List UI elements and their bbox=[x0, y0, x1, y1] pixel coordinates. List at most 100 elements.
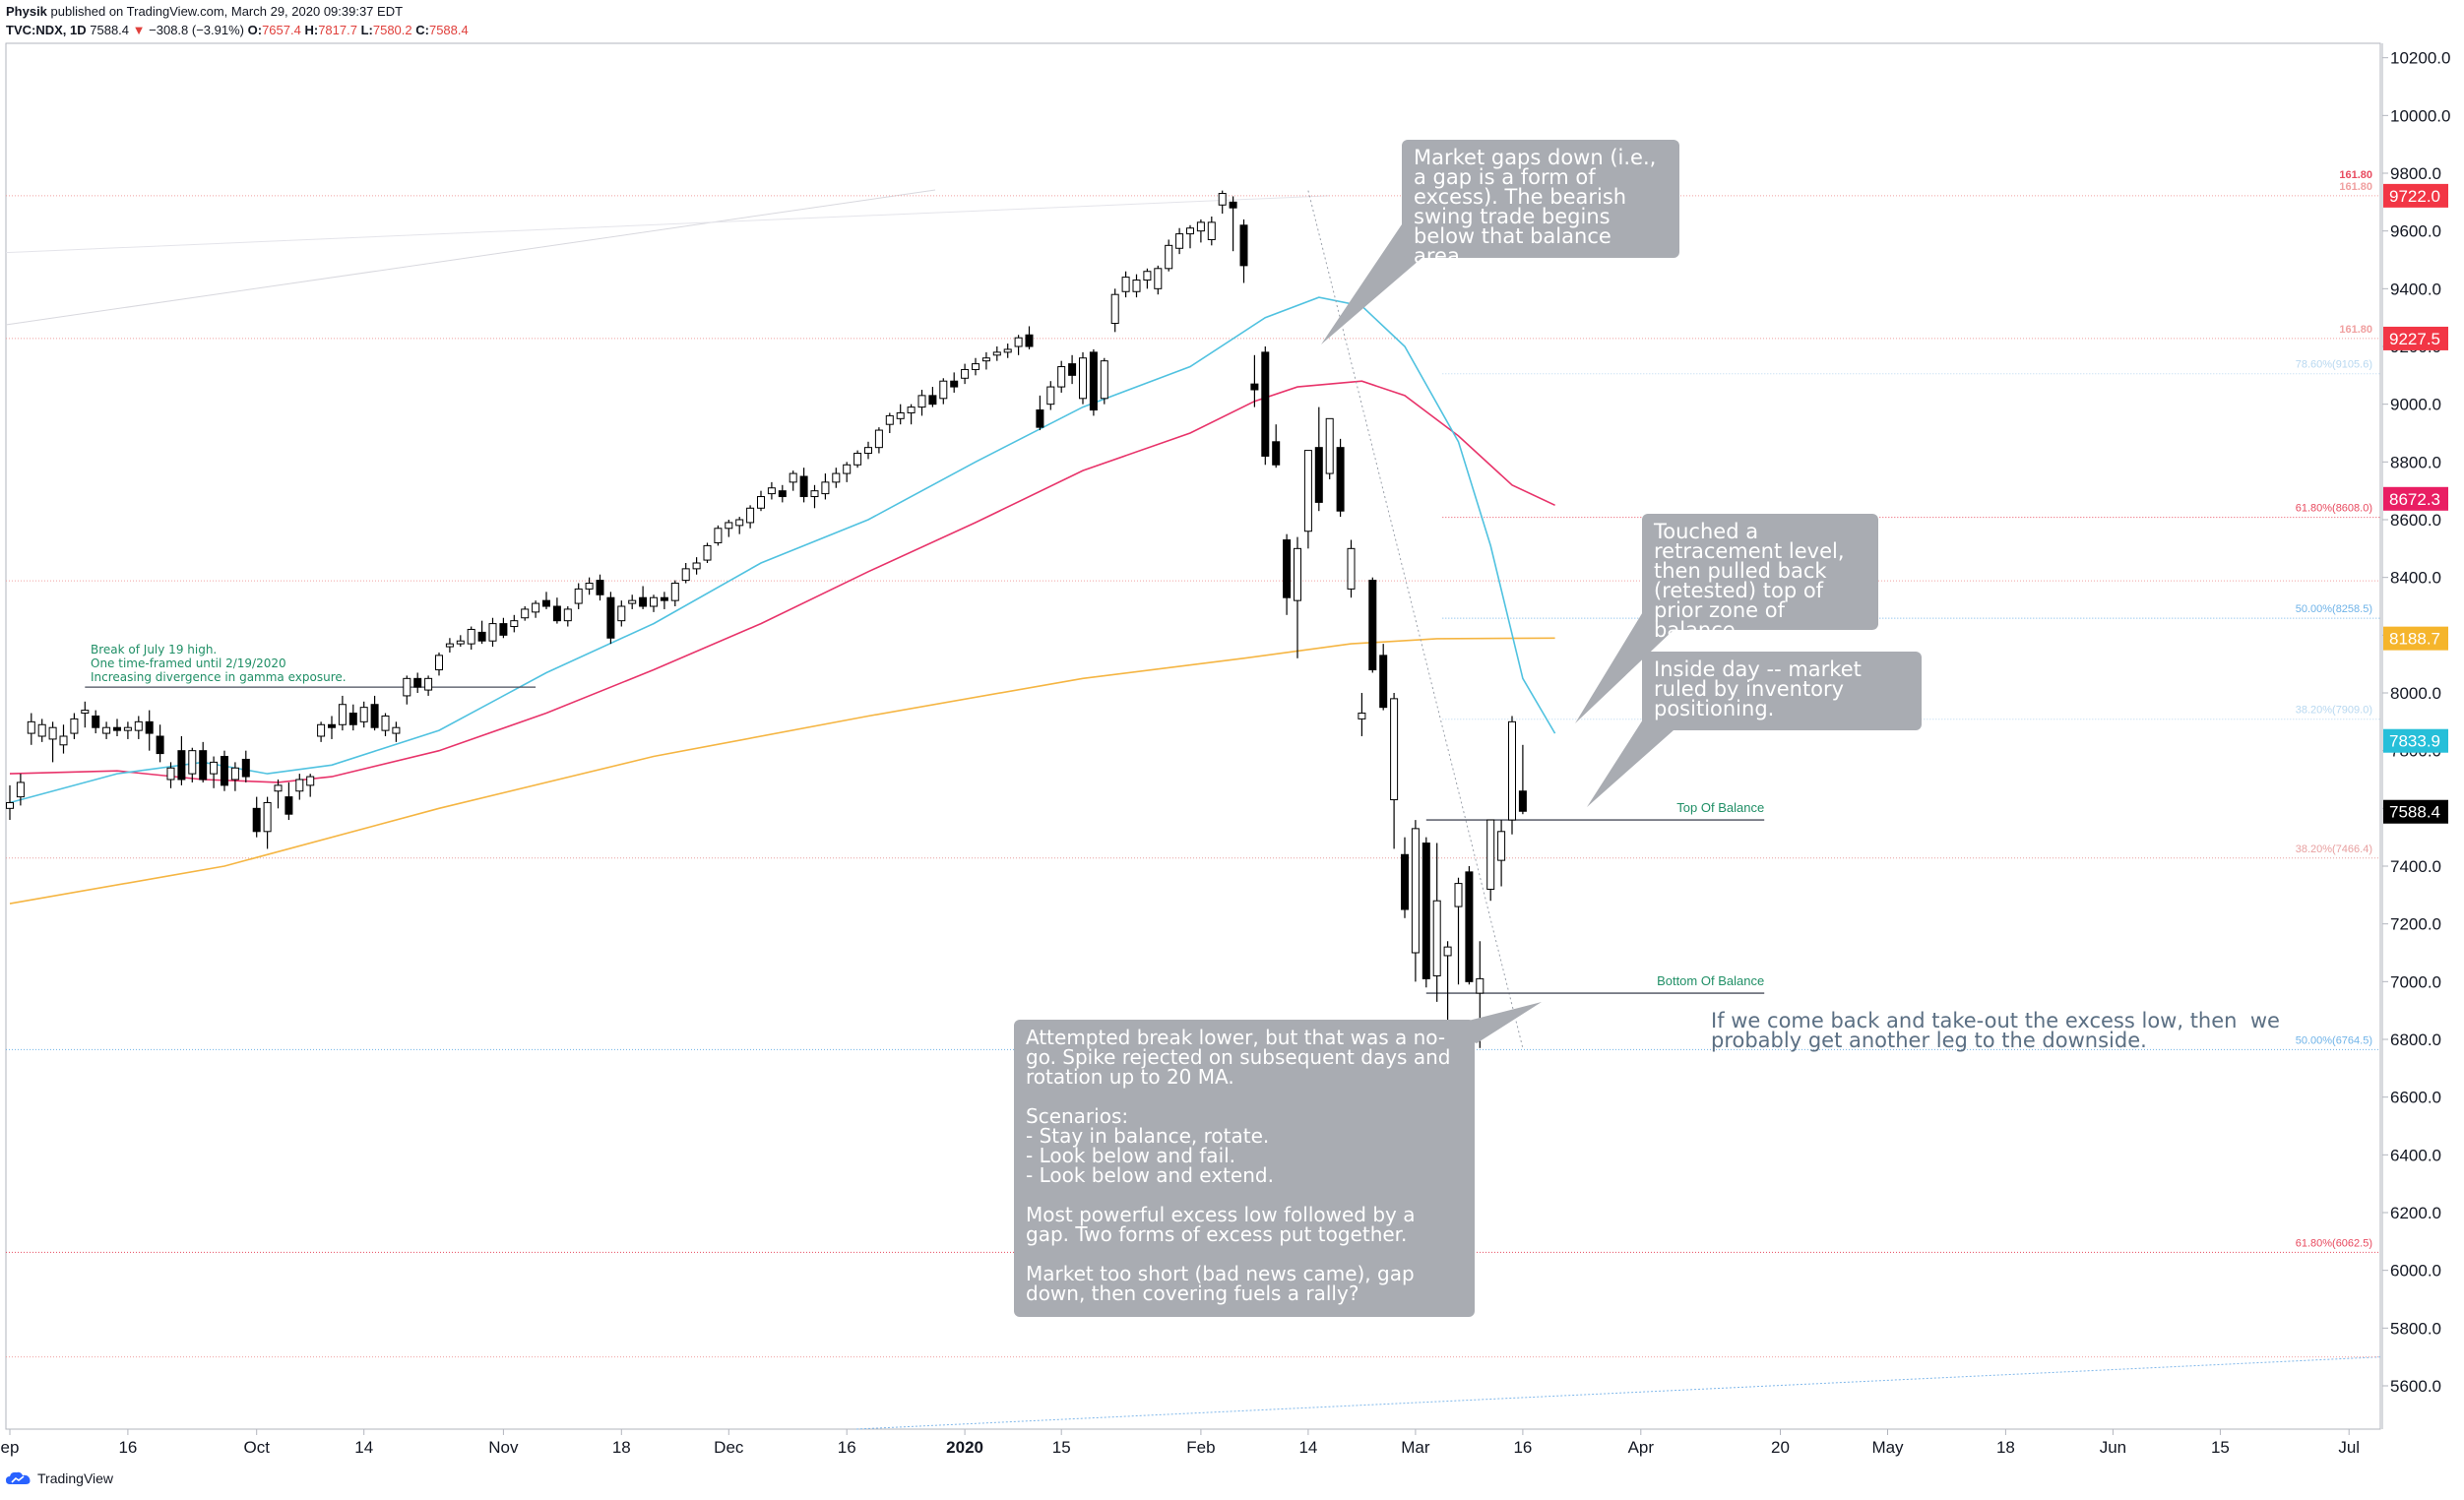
candle-body bbox=[37, 723, 46, 737]
x-tick-label: 15 bbox=[2211, 1438, 2230, 1457]
candle-body bbox=[552, 605, 561, 622]
chart-header: Physik published on TradingView.com, Mar… bbox=[6, 2, 469, 39]
high-label: H: bbox=[304, 23, 319, 37]
candle-body bbox=[757, 496, 765, 509]
candle-body bbox=[16, 781, 25, 798]
y-tick-label: 7400.0 bbox=[2390, 857, 2441, 876]
price-tag-bg bbox=[2383, 799, 2448, 824]
candle-body bbox=[1014, 337, 1023, 347]
high-value: 7817.7 bbox=[318, 23, 357, 37]
candle-body bbox=[499, 623, 508, 636]
candle-body bbox=[896, 411, 905, 419]
annotation-scenarios[interactable]: Attempted break lower, but that was a no… bbox=[1014, 1020, 1475, 1317]
candle-body bbox=[274, 784, 283, 792]
y-tick-label: 5800.0 bbox=[2390, 1319, 2441, 1338]
candle-body bbox=[778, 490, 787, 498]
candle-body bbox=[606, 596, 615, 639]
candle-body bbox=[1110, 293, 1119, 325]
publish-line: Physik published on TradingView.com, Mar… bbox=[6, 2, 469, 21]
candle-body bbox=[532, 602, 540, 613]
y-tick-label: 9600.0 bbox=[2390, 222, 2441, 241]
balance-label: Bottom Of Balance bbox=[1657, 973, 1764, 988]
candle-body bbox=[585, 583, 594, 590]
candle-body bbox=[1303, 450, 1312, 532]
time-axis: ep 16 Oct 14 Nov 18 Dec 16 2020 15 Feb 14 Mar 16 Apr 20… bbox=[1, 1429, 2360, 1457]
candle-body bbox=[714, 528, 723, 543]
annotation-gap-down[interactable]: Market gaps down (i.e., a gap is a form … bbox=[1402, 140, 1679, 267]
candle-body bbox=[488, 623, 497, 642]
candle-body bbox=[1443, 946, 1452, 957]
x-tick-label: 14 bbox=[354, 1438, 373, 1457]
y-tick-label: 8400.0 bbox=[2390, 569, 2441, 588]
candle-body bbox=[1003, 348, 1012, 353]
price-tag-label: 9227.5 bbox=[2389, 330, 2440, 348]
candle-body bbox=[1186, 227, 1194, 235]
candle-body bbox=[6, 801, 14, 809]
close-label: C: bbox=[415, 23, 429, 37]
candle-body bbox=[27, 720, 35, 734]
candle-body bbox=[328, 723, 336, 728]
callout-pointer-retest bbox=[1575, 600, 1674, 723]
trendline-lower bbox=[855, 1356, 2381, 1430]
candle-body bbox=[413, 677, 422, 688]
x-tick-label: 16 bbox=[118, 1438, 137, 1457]
candle-body bbox=[660, 596, 668, 601]
fib-level-label: 161.80 bbox=[2339, 324, 2372, 336]
price-tag-label: 7588.4 bbox=[2389, 803, 2440, 822]
callout-pointer-inside bbox=[1587, 709, 1674, 807]
tradingview-logo[interactable]: TradingView bbox=[6, 1470, 113, 1486]
fib-level-label: 61.80%(8608.0) bbox=[2296, 503, 2372, 515]
candle-body bbox=[263, 801, 272, 833]
candle-body bbox=[950, 380, 959, 388]
candle-body bbox=[210, 761, 219, 775]
low-value: 7580.2 bbox=[372, 23, 412, 37]
candle-body bbox=[821, 481, 830, 495]
candle-body bbox=[241, 758, 250, 778]
fib-level-label: 38.20%(7466.4) bbox=[2296, 844, 2372, 855]
annotation-retracement[interactable]: Touched a retracement level, then pulled… bbox=[1642, 514, 1878, 641]
candle-body bbox=[972, 363, 979, 370]
open-value: 7657.4 bbox=[262, 23, 301, 37]
fib-level-label: 78.60%(9105.6) bbox=[2296, 359, 2372, 371]
candle-body bbox=[789, 472, 797, 483]
x-tick-label: Dec bbox=[714, 1438, 744, 1457]
candle-body bbox=[1486, 819, 1495, 890]
low-label: L: bbox=[360, 23, 373, 37]
candle-body bbox=[681, 568, 690, 582]
annotation-inside-day[interactable]: Inside day -- market ruled by inventory … bbox=[1642, 652, 1922, 730]
candle-body bbox=[1057, 366, 1066, 388]
tradingview-cloud-icon bbox=[6, 1471, 31, 1484]
candle-body bbox=[177, 750, 186, 781]
close-value: 7588.4 bbox=[428, 23, 469, 37]
candle-body bbox=[102, 726, 111, 734]
candle-body bbox=[1121, 277, 1130, 292]
july-note-line-2: One time-framed until 2/19/2020 bbox=[91, 656, 286, 670]
candle-body bbox=[735, 519, 744, 527]
symbol-label[interactable]: TVC:NDX, 1D bbox=[6, 23, 87, 37]
ohlc-line: TVC:NDX, 1D 7588.4 ▼ −308.8 (−3.91%) O:7… bbox=[6, 21, 469, 39]
publish-info: published on TradingView.com, March 29, … bbox=[50, 4, 404, 19]
fib-level-label: 50.00%(6764.5) bbox=[2296, 1034, 2372, 1046]
candles bbox=[6, 190, 1527, 1048]
ma20-line bbox=[9, 296, 1556, 804]
candle-body bbox=[252, 807, 261, 833]
candle-body bbox=[1325, 417, 1334, 474]
y-tick-label: 10200.0 bbox=[2390, 49, 2450, 68]
y-tick-label: 6200.0 bbox=[2390, 1204, 2441, 1222]
x-tick-label: Nov bbox=[488, 1438, 519, 1457]
candle-body bbox=[435, 655, 443, 671]
x-tick-label: 20 bbox=[1771, 1438, 1790, 1457]
candle-body bbox=[832, 472, 841, 483]
candle-body bbox=[134, 720, 143, 731]
candle-body bbox=[403, 677, 411, 697]
candle-body bbox=[1314, 447, 1323, 503]
fib-level-label: 61.80%(6062.5) bbox=[2296, 1237, 2372, 1249]
candle-body bbox=[746, 507, 755, 524]
plot-frame bbox=[5, 42, 2381, 1430]
open-label: O: bbox=[247, 23, 263, 37]
x-tick-label: 14 bbox=[1298, 1438, 1317, 1457]
price-tag-bg bbox=[2383, 486, 2448, 511]
candle-body bbox=[59, 735, 68, 746]
author-name[interactable]: Physik bbox=[6, 4, 47, 19]
price-tag-label: 9722.0 bbox=[2389, 187, 2440, 206]
